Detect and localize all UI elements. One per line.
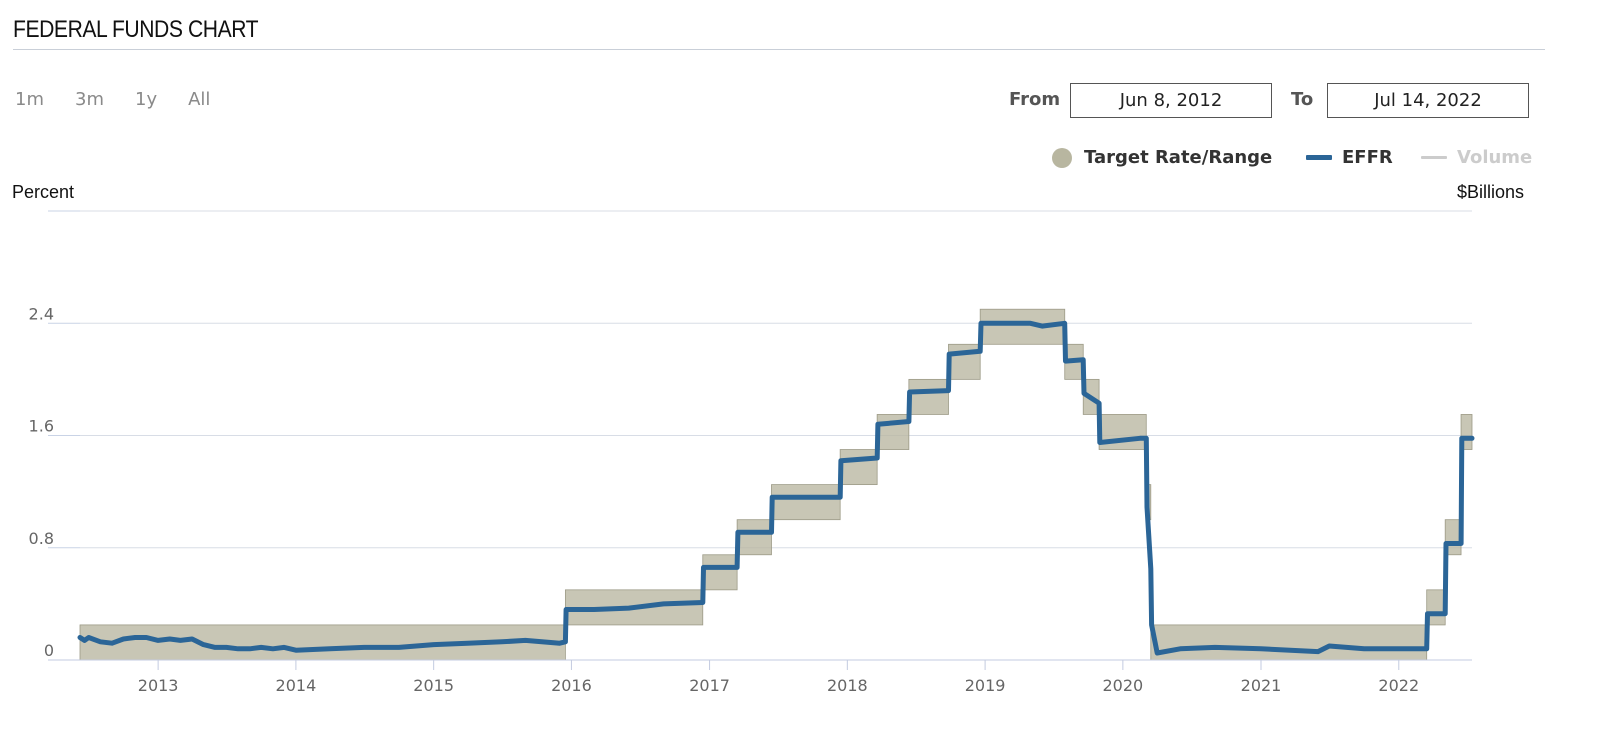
title-divider [13,49,1545,50]
target-rate-swatch-icon [1052,147,1072,168]
range-3m-button[interactable]: 3m [75,89,104,110]
legend-item-effr[interactable]: EFFR [1306,147,1393,168]
legend-item-volume[interactable]: Volume [1421,147,1532,168]
range-selector: 1m 3m 1y All [15,89,241,110]
x-tick-label: 2019 [965,676,1006,695]
x-tick-label: 2018 [827,676,868,695]
x-tick-label: 2013 [138,676,179,695]
x-tick-label: 2015 [413,676,454,695]
to-label: To [1291,89,1314,110]
y-axis: 0 0.8 1.6 2.4 [29,304,54,660]
effr-line-swatch-icon [1306,155,1332,160]
to-date-input[interactable]: Jul 14, 2022 [1327,83,1529,118]
target-range-bands [79,308,1473,661]
y-tick-label: 1.6 [29,417,54,436]
x-axis: 2013 2014 2015 2016 2017 2018 2019 2020 2021 2022 [48,659,1472,695]
target-range-band [736,519,772,556]
target-range-band [908,378,949,415]
effr-series [77,320,1475,656]
y-tick-label: 0 [44,641,54,660]
range-1y-button[interactable]: 1y [135,89,158,110]
legend-item-target-rate[interactable]: Target Rate/Range [1052,147,1272,168]
legend-label-effr: EFFR [1342,147,1393,168]
y-tick-label: 0.8 [29,529,54,548]
x-tick-label: 2016 [551,676,592,695]
range-1m-button[interactable]: 1m [15,89,44,110]
x-tick-label: 2021 [1241,676,1282,695]
page-title: FEDERAL FUNDS CHART [13,16,259,43]
target-range-band [1150,624,1428,661]
x-tick-label: 2020 [1103,676,1144,695]
legend-label-volume: Volume [1457,147,1533,168]
target-range-band [1460,414,1473,450]
target-range-band [771,484,841,521]
range-all-button[interactable]: All [188,89,211,110]
legend-label-target-rate: Target Rate/Range [1084,147,1273,168]
target-range-band [839,449,878,486]
y-axis-title-left: Percent [12,182,75,202]
target-range-band [702,554,738,591]
from-date-input[interactable]: Jun 8, 2012 [1070,83,1272,118]
y-axis-title-right: $Billions [1457,182,1525,202]
gridlines [48,210,1472,661]
y-tick-label: 2.4 [29,304,54,323]
x-tick-label: 2017 [689,676,730,695]
from-label: From [1009,89,1061,110]
x-tick-label: 2014 [276,676,317,695]
volume-line-swatch-icon [1421,156,1447,159]
effr-series-line [77,320,1475,656]
x-tick-label: 2022 [1378,676,1419,695]
